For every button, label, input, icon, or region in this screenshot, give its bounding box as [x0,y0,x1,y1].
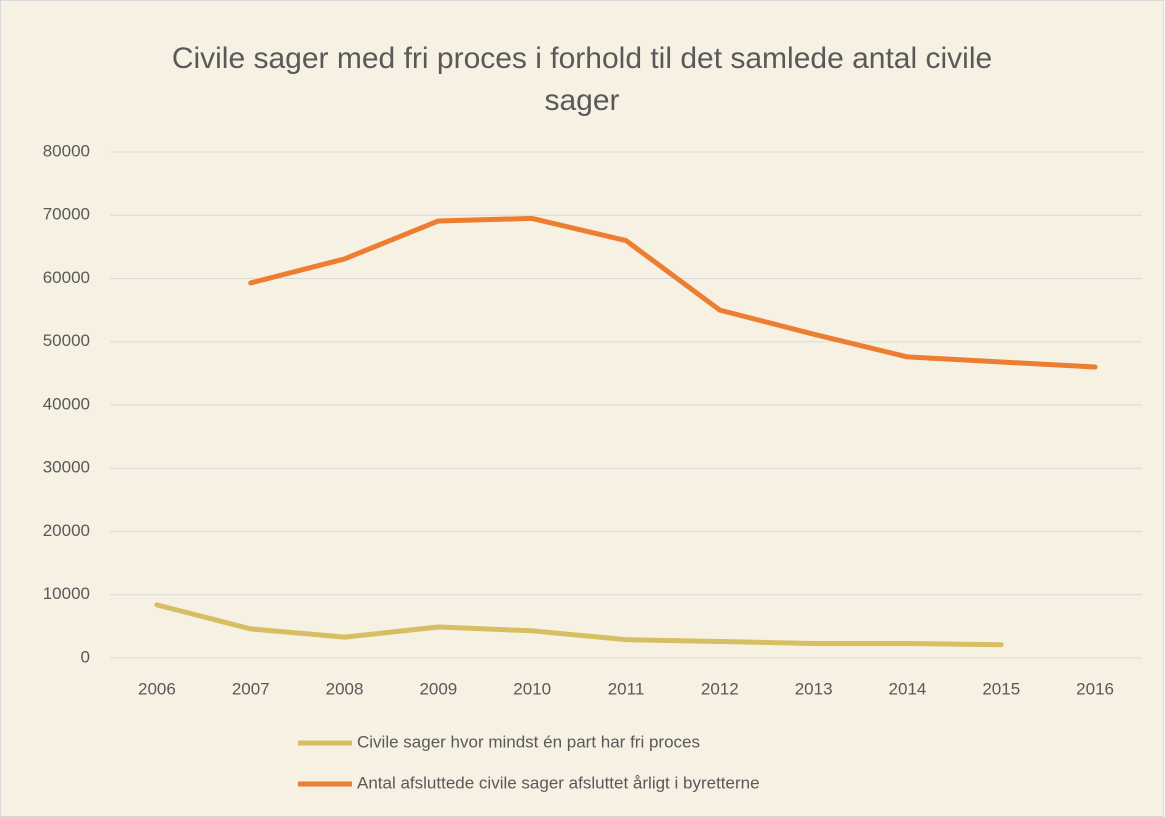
y-tick-label: 40000 [43,394,90,413]
x-tick-label: 2007 [232,679,270,698]
y-tick-label: 10000 [43,584,90,603]
x-tick-label: 2006 [138,679,176,698]
legend-label: Antal afsluttede civile sager afsluttet … [357,773,760,792]
x-tick-label: 2013 [795,679,833,698]
x-tick-label: 2008 [326,679,364,698]
y-tick-label: 50000 [43,331,90,350]
series-line [248,215,1098,370]
y-tick-label: 0 [81,647,90,666]
x-tick-label: 2011 [608,679,645,698]
series-line [154,602,1004,648]
x-tick-label: 2009 [419,679,457,698]
legend-label: Civile sager hvor mindst én part har fri… [357,732,700,751]
y-tick-label: 60000 [43,268,90,287]
x-tick-label: 2015 [982,679,1020,698]
y-tick-label: 30000 [43,458,90,477]
x-tick-label: 2014 [889,679,927,698]
chart-title: Civile sager med fri proces i forhold ti… [171,42,993,117]
y-tick-label: 80000 [43,141,90,160]
x-tick-label: 2012 [701,679,739,698]
y-tick-label: 70000 [43,205,90,224]
y-tick-label: 20000 [43,521,90,540]
x-tick-label: 2016 [1076,679,1114,698]
x-tick-label: 2010 [513,679,551,698]
